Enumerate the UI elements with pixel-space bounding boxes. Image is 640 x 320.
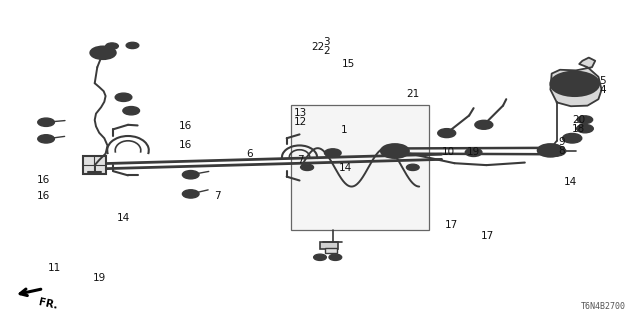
Text: 16: 16 xyxy=(179,121,192,131)
Circle shape xyxy=(301,164,314,171)
Circle shape xyxy=(120,95,127,99)
Circle shape xyxy=(126,42,139,49)
Text: 10: 10 xyxy=(442,147,454,157)
Bar xyxy=(83,156,106,174)
Circle shape xyxy=(38,135,54,143)
Text: 13: 13 xyxy=(294,108,307,118)
Text: 16: 16 xyxy=(179,140,192,150)
Circle shape xyxy=(563,133,582,143)
Text: 12: 12 xyxy=(294,117,307,127)
Circle shape xyxy=(182,190,199,198)
Text: 1: 1 xyxy=(341,124,348,135)
Circle shape xyxy=(470,150,477,154)
Text: 16: 16 xyxy=(37,175,50,185)
Circle shape xyxy=(324,149,341,157)
Circle shape xyxy=(545,146,566,156)
Text: 15: 15 xyxy=(342,59,355,69)
Text: 17: 17 xyxy=(445,220,458,230)
Text: 4: 4 xyxy=(600,84,606,95)
Text: 7: 7 xyxy=(214,191,221,201)
Text: 14: 14 xyxy=(564,177,577,188)
Circle shape xyxy=(538,144,563,157)
Text: 22: 22 xyxy=(312,42,324,52)
Text: 6: 6 xyxy=(246,148,253,159)
Circle shape xyxy=(562,77,588,90)
Circle shape xyxy=(123,107,140,115)
Circle shape xyxy=(314,254,326,260)
Text: 11: 11 xyxy=(48,263,61,273)
Polygon shape xyxy=(550,58,602,106)
Circle shape xyxy=(381,144,409,158)
Circle shape xyxy=(550,72,599,96)
Text: 8: 8 xyxy=(559,146,565,156)
Circle shape xyxy=(38,118,54,126)
Text: 14: 14 xyxy=(339,163,352,173)
Circle shape xyxy=(465,148,482,156)
Text: 2: 2 xyxy=(323,46,330,56)
Circle shape xyxy=(106,43,118,49)
Text: FR.: FR. xyxy=(37,297,58,311)
Text: 19: 19 xyxy=(467,147,480,157)
Circle shape xyxy=(182,171,199,179)
Circle shape xyxy=(577,116,593,124)
Text: 18: 18 xyxy=(572,124,585,134)
Circle shape xyxy=(475,120,493,129)
Text: 19: 19 xyxy=(93,273,106,283)
Circle shape xyxy=(577,124,593,133)
Text: 7: 7 xyxy=(298,155,304,165)
Circle shape xyxy=(570,81,580,86)
Text: 17: 17 xyxy=(481,231,494,241)
Circle shape xyxy=(406,164,419,171)
Circle shape xyxy=(438,129,456,138)
Text: 3: 3 xyxy=(323,36,330,47)
Text: 14: 14 xyxy=(117,213,130,223)
Text: 21: 21 xyxy=(406,89,419,99)
Text: 16: 16 xyxy=(37,191,50,201)
Text: 9: 9 xyxy=(559,137,565,147)
Circle shape xyxy=(115,93,132,101)
Circle shape xyxy=(127,109,135,113)
Bar xyxy=(325,248,337,253)
Text: 20: 20 xyxy=(572,115,585,125)
Bar xyxy=(320,242,338,249)
Circle shape xyxy=(90,46,116,59)
Text: 5: 5 xyxy=(600,76,606,86)
Text: T6N4B2700: T6N4B2700 xyxy=(581,302,626,311)
Bar xyxy=(291,105,429,230)
Circle shape xyxy=(329,151,337,155)
Circle shape xyxy=(329,254,342,260)
